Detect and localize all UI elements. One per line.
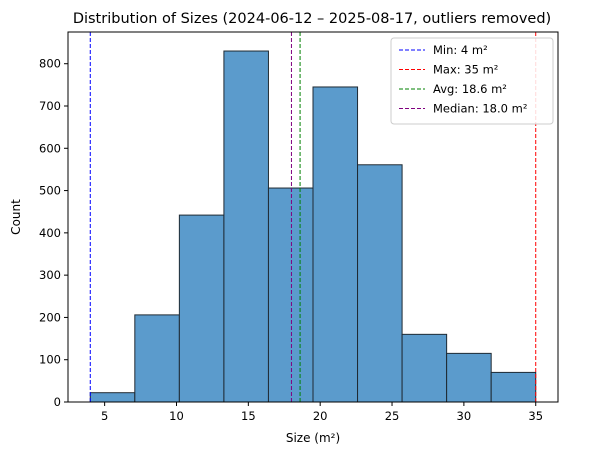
histogram-bar	[134, 314, 180, 403]
plot-frame	[67, 31, 559, 403]
x-axis-label: Size (m²)	[286, 431, 340, 445]
histogram-bar	[357, 164, 403, 403]
y-tick-label: 600	[39, 141, 61, 155]
y-tick-label: 200	[39, 310, 61, 324]
legend-label: Median: 18.0 m²	[433, 102, 527, 116]
histogram-bar	[178, 214, 225, 403]
x-tick-label: 15	[241, 409, 256, 423]
y-tick-label: 500	[39, 184, 61, 198]
y-tick-label: 700	[39, 99, 61, 113]
x-tick-label: 30	[457, 409, 472, 423]
y-axis-label: Count	[9, 199, 23, 235]
x-tick-label: 35	[528, 409, 543, 423]
axes-layer: 5 10 15 20 25 30 35 0 100 200 300 400 500 600 700 800	[39, 31, 559, 423]
histogram-bar	[89, 392, 136, 403]
histogram-bar	[223, 50, 269, 403]
bars-layer	[89, 50, 537, 403]
histogram-bar	[490, 371, 537, 403]
y-tick-label: 400	[39, 226, 61, 240]
legend: Min: 4 m² Max: 35 m² Avg: 18.6 m² Median: 1…	[390, 37, 554, 125]
y-tick-label: 100	[39, 353, 61, 367]
histogram-bar	[312, 86, 359, 403]
y-tick-label: 300	[39, 268, 61, 282]
x-tick-label: 20	[313, 409, 328, 423]
histogram-bar	[401, 333, 448, 403]
x-tick-label: 10	[169, 409, 184, 423]
legend-box	[390, 37, 554, 125]
y-tick-label: 0	[54, 395, 61, 409]
legend-label: Max: 35 m²	[433, 63, 498, 77]
x-tick-label: 25	[385, 409, 400, 423]
legend-label: Avg: 18.6 m²	[433, 82, 507, 96]
x-tick-label: 5	[101, 409, 108, 423]
y-tick-label: 800	[39, 57, 61, 71]
histogram-bar	[446, 352, 492, 403]
chart-title: Distribution of Sizes (2024-06-12 – 2025…	[73, 11, 551, 27]
histogram-bar	[267, 187, 314, 403]
legend-label: Min: 4 m²	[433, 43, 488, 57]
